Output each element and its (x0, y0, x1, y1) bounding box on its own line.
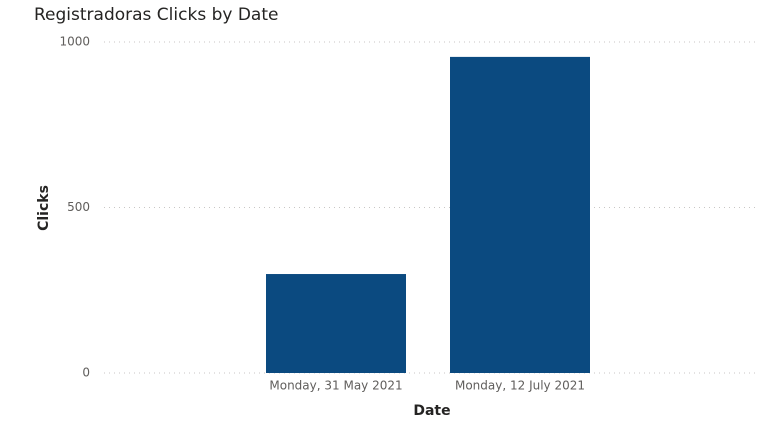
y-axis-title: Clicks (36, 185, 52, 231)
x-tick-label: Monday, 12 July 2021 (455, 379, 585, 393)
y-tick-label: 0 (82, 366, 90, 380)
x-axis-title: Date (413, 403, 450, 419)
x-tick-label: Monday, 31 May 2021 (269, 379, 402, 393)
y-tick-label: 500 (67, 200, 90, 214)
bar (266, 274, 406, 373)
chart-title: Registradoras Clicks by Date (34, 5, 278, 25)
bar (450, 56, 590, 374)
y-tick-label: 1000 (59, 35, 90, 49)
